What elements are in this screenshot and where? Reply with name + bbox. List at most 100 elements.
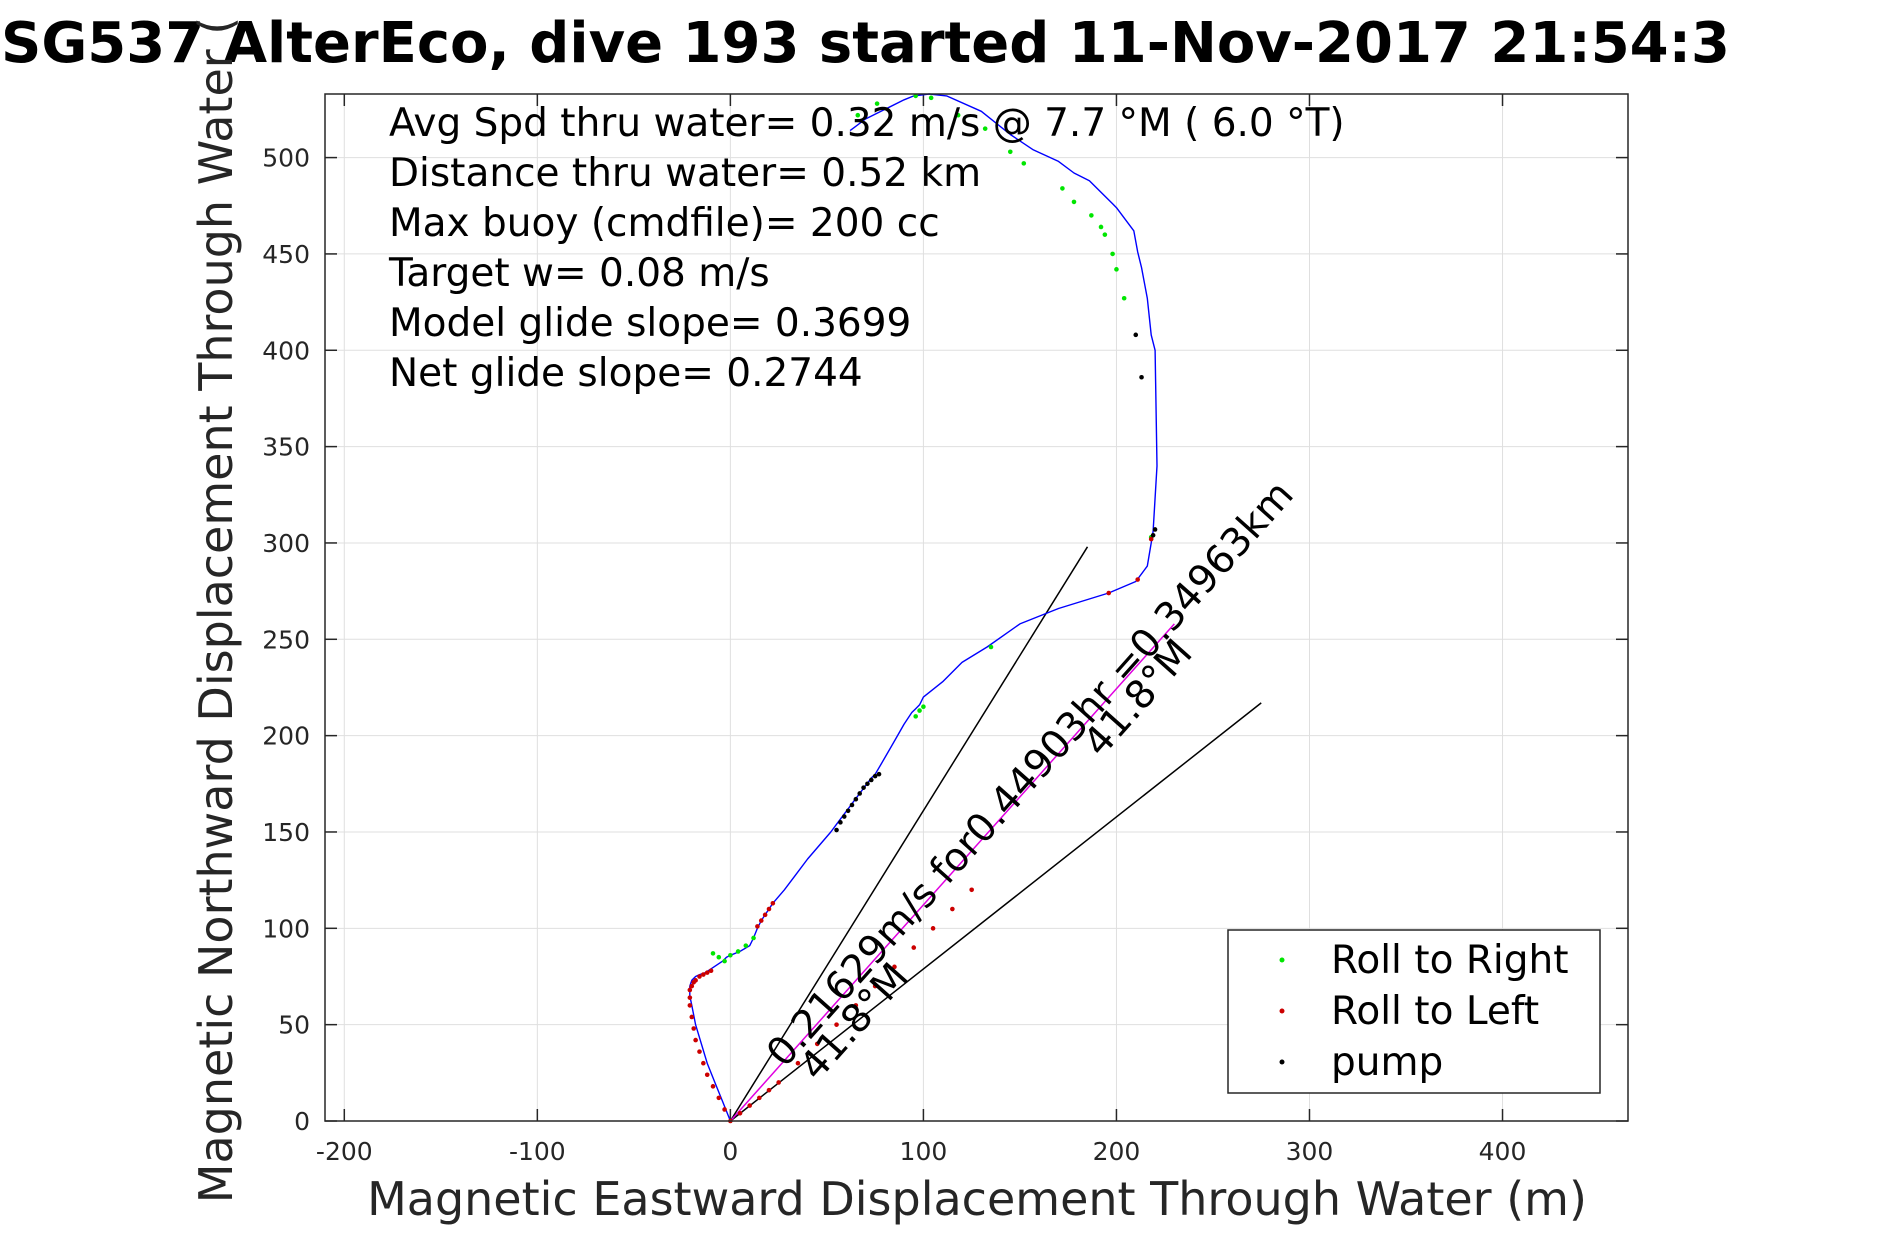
x-tick-label: 300	[1286, 1137, 1334, 1166]
roll-to-right-point	[874, 101, 880, 106]
roll-to-right-point	[1060, 186, 1065, 191]
x-tick-label: 400	[1479, 1137, 1527, 1166]
reference-line	[729, 546, 1089, 1122]
x-tick-labels: -200 -100 0 100 200 300 400	[316, 1137, 1526, 1166]
y-tick-label: 400	[262, 336, 310, 365]
roll-to-right-point	[735, 949, 741, 954]
roll-to-right-point	[1110, 251, 1115, 257]
pump-point	[853, 796, 859, 802]
roll-to-left-point	[795, 1060, 801, 1066]
roll-to-right-point	[982, 126, 988, 131]
legend-label-pump: pump	[1331, 1040, 1443, 1085]
legend-label-roll-left: Roll to Left	[1331, 989, 1539, 1034]
roll-to-left-point	[722, 1107, 727, 1112]
info-net-glide: Net glide slope= 0.2744	[389, 351, 863, 396]
pump-point	[841, 814, 847, 819]
roll-to-left-point	[758, 918, 764, 923]
reference-line	[729, 623, 1175, 1122]
y-tick-label: 350	[262, 433, 310, 462]
roll-to-left-point	[687, 995, 693, 1000]
roll-to-right-point	[728, 952, 733, 958]
legend-marker-roll-left	[1279, 1008, 1285, 1014]
y-tick-label: 450	[262, 240, 310, 269]
pump-point	[838, 820, 843, 825]
roll-to-left-point	[697, 974, 702, 979]
pump-point	[857, 791, 863, 796]
roll-to-right-point	[1114, 267, 1119, 272]
pump-point	[1139, 374, 1144, 380]
pump-point	[1150, 532, 1156, 538]
roll-to-left-point	[697, 1049, 702, 1054]
roll-to-left-point	[892, 964, 897, 970]
roll-to-left-point	[701, 972, 706, 977]
roll-to-right-point	[1098, 224, 1104, 230]
roll-to-left-point	[737, 1110, 743, 1116]
pump-point	[868, 777, 874, 783]
roll-to-left-point	[766, 1087, 772, 1093]
roll-to-left-point	[762, 912, 768, 918]
reference-lines	[729, 546, 1262, 1122]
roll-to-left-point	[755, 924, 760, 929]
roll-to-right-point	[710, 951, 716, 956]
legend-label-roll-right: Roll to Right	[1331, 938, 1569, 983]
track-layer	[689, 93, 1158, 1122]
roll-to-left-point	[689, 983, 695, 989]
track-line	[689, 93, 1158, 1122]
roll-to-left-point	[930, 926, 936, 931]
roll-to-left-point	[693, 1037, 698, 1043]
info-model-glide: Model glide slope= 0.3699	[389, 301, 911, 346]
roll-to-right-point	[1071, 199, 1077, 205]
info-avg-speed: Avg Spd thru water= 0.32 m/s @ 7.7 °M ( …	[389, 101, 1345, 146]
y-tick-label: 100	[262, 914, 310, 943]
roll-to-left-point	[766, 906, 772, 912]
reference-line	[729, 702, 1262, 1122]
legend: Roll to Right Roll to Left pump	[1227, 929, 1601, 1094]
roll-to-right-point	[1021, 161, 1027, 166]
pump-point	[845, 808, 851, 814]
roll-to-right-point	[917, 708, 922, 713]
roll-to-left-point	[1148, 536, 1154, 542]
roll-to-right-point	[722, 958, 727, 964]
roll-to-right-point	[928, 95, 934, 101]
x-axis-label: Magnetic Eastward Displacement Through W…	[367, 1172, 1587, 1226]
roll-to-left-point	[770, 900, 776, 906]
roll-to-left-point	[708, 968, 714, 974]
roll-to-left-point	[911, 945, 917, 950]
x-tick-label: 200	[1093, 1137, 1141, 1166]
roll-to-left-point	[814, 1041, 820, 1047]
legend-marker-roll-right	[1279, 957, 1285, 963]
roll-to-left-point	[853, 1003, 859, 1008]
y-tick-label: 300	[262, 529, 310, 558]
roll-to-left-point	[689, 1014, 695, 1020]
roll-to-right-point	[921, 704, 926, 710]
roll-to-left-point	[834, 1022, 839, 1027]
roll-to-right-point	[1007, 149, 1013, 155]
chart-title: SG537 AlterEco, dive 193 started 11-Nov-…	[1, 11, 1730, 76]
roll-to-left-point	[716, 1095, 722, 1101]
roll-to-right-point	[1121, 295, 1127, 301]
roll-to-left-point	[757, 1095, 762, 1101]
pump-point	[1133, 332, 1139, 338]
roll-to-right-point	[1102, 232, 1108, 237]
roll-to-left-point	[1135, 577, 1140, 582]
y-tick-label: 250	[262, 625, 310, 654]
roll-to-left-point	[687, 987, 693, 993]
roll-to-right-point	[988, 644, 994, 650]
pump-point	[861, 785, 866, 790]
roll-to-left-point	[693, 978, 698, 983]
y-tick-label: 0	[294, 1107, 310, 1136]
roll-to-left-point	[704, 1072, 710, 1078]
info-max-buoy: Max buoy (cmdfile)= 200 cc	[389, 201, 940, 246]
roll-to-right-point	[913, 93, 918, 99]
point-layer	[687, 93, 1158, 1124]
y-tick-label: 50	[278, 1011, 310, 1040]
info-target-w: Target w= 0.08 m/s	[388, 251, 770, 296]
roll-to-left-point	[950, 906, 955, 912]
roll-to-right-point	[855, 112, 861, 118]
plot-frame	[324, 93, 1629, 1122]
roll-to-left-point	[691, 1026, 697, 1031]
x-tick-label: 100	[900, 1137, 948, 1166]
roll-to-left-point	[776, 1080, 781, 1085]
pump-point	[872, 773, 878, 779]
